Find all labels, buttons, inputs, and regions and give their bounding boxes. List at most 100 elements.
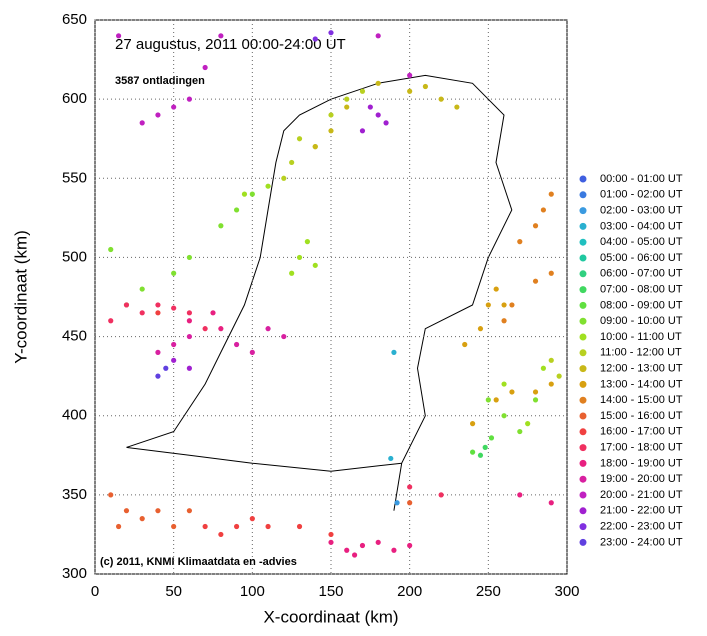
legend-marker [579,222,587,230]
legend-label: 18:00 - 19:00 UT [600,457,683,469]
strike-point [548,500,554,506]
strike-point [477,452,484,458]
legend-marker [579,207,587,215]
legend-marker [579,270,587,278]
legend-marker [579,444,587,452]
legend-marker [579,491,587,499]
strike-point [501,318,507,324]
strike-point [501,413,507,419]
strike-point [155,302,161,308]
strike-point [304,239,310,245]
legend-label: 02:00 - 03:00 UT [600,205,683,217]
legend-marker [579,523,587,531]
strike-point [171,357,177,363]
strike-point [359,542,366,549]
strike-point [218,326,224,332]
strike-point [234,207,240,213]
legend-marker [579,396,587,404]
strike-point [532,223,539,229]
strike-point [328,128,334,134]
legend-label: 16:00 - 17:00 UT [600,426,683,438]
strike-point [241,191,248,197]
strike-point [202,523,208,530]
strike-point [123,302,130,308]
legend-label: 10:00 - 11:00 UT [600,331,682,343]
strike-point [359,128,366,134]
strike-point [344,96,350,102]
strike-point [186,508,192,514]
strike-point [171,270,177,276]
legend-marker [579,380,587,388]
strike-point [249,516,255,522]
legend-label: 23:00 - 24:00 UT [600,536,683,548]
legend-marker [579,365,587,373]
strike-point [312,36,318,42]
strike-point [532,397,539,403]
strike-point [470,421,476,427]
x-tick-label: 50 [165,583,182,600]
legend-label: 12:00 - 13:00 UT [600,363,683,375]
strike-point [281,175,287,181]
y-axis-label: Y-coordinaat (km) [11,230,30,364]
y-tick-label: 600 [62,90,87,107]
y-tick-label: 300 [62,565,87,582]
legend-label: 06:00 - 07:00 UT [600,268,683,280]
strike-point [375,539,381,545]
strike-point [407,500,413,506]
strike-point [517,428,523,435]
strike-point [407,88,413,94]
legend-label: 17:00 - 18:00 UT [600,442,683,454]
legend-label: 09:00 - 10:00 UT [600,315,683,327]
legend-label: 15:00 - 16:00 UT [600,410,683,422]
strike-point [328,531,334,538]
legend-label: 11:00 - 12:00 UT [600,347,682,359]
strike-point [186,365,192,371]
strike-point [438,492,444,498]
strike-point [234,341,240,348]
strike-point [477,326,484,332]
strike-point [265,523,271,530]
strike-point [548,357,554,363]
strike-point [218,33,224,39]
legend-marker [579,459,587,467]
strike-point [171,523,177,530]
strike-point [540,207,547,213]
strike-point [352,552,358,558]
strike-point [532,389,539,395]
strike-point [249,191,255,197]
strike-point [289,270,295,276]
legend-label: 13:00 - 14:00 UT [600,378,683,390]
strike-point [548,381,554,387]
strike-point [296,254,303,261]
strike-point [485,397,491,403]
strike-point [202,326,208,332]
strike-point [139,120,145,126]
legend-label: 19:00 - 20:00 UT [600,473,683,485]
strike-point [108,492,114,498]
strike-point [493,286,499,292]
y-tick-label: 450 [62,328,87,345]
strike-point [367,104,373,110]
strike-point [462,341,468,348]
strike-point [155,310,161,316]
legend-marker [579,538,587,546]
strike-point [281,333,287,340]
strike-point [532,278,539,284]
strike-point [383,120,389,126]
legend-marker [579,286,587,294]
strike-point [155,349,161,355]
strike-point [265,183,271,189]
strike-point [391,349,397,355]
strike-point [454,104,460,110]
strike-point [108,318,114,324]
strike-point [249,349,255,355]
strike-point [155,508,161,514]
legend-marker [579,428,587,436]
legend-label: 05:00 - 06:00 UT [600,252,683,264]
y-tick-label: 400 [62,407,87,424]
chart-subtitle: 3587 ontladingen [115,75,205,87]
strike-point [548,191,554,197]
chart-title: 27 augustus, 2011 00:00-24:00 UT [115,36,346,53]
strike-point [108,246,114,253]
strike-point [218,223,224,229]
